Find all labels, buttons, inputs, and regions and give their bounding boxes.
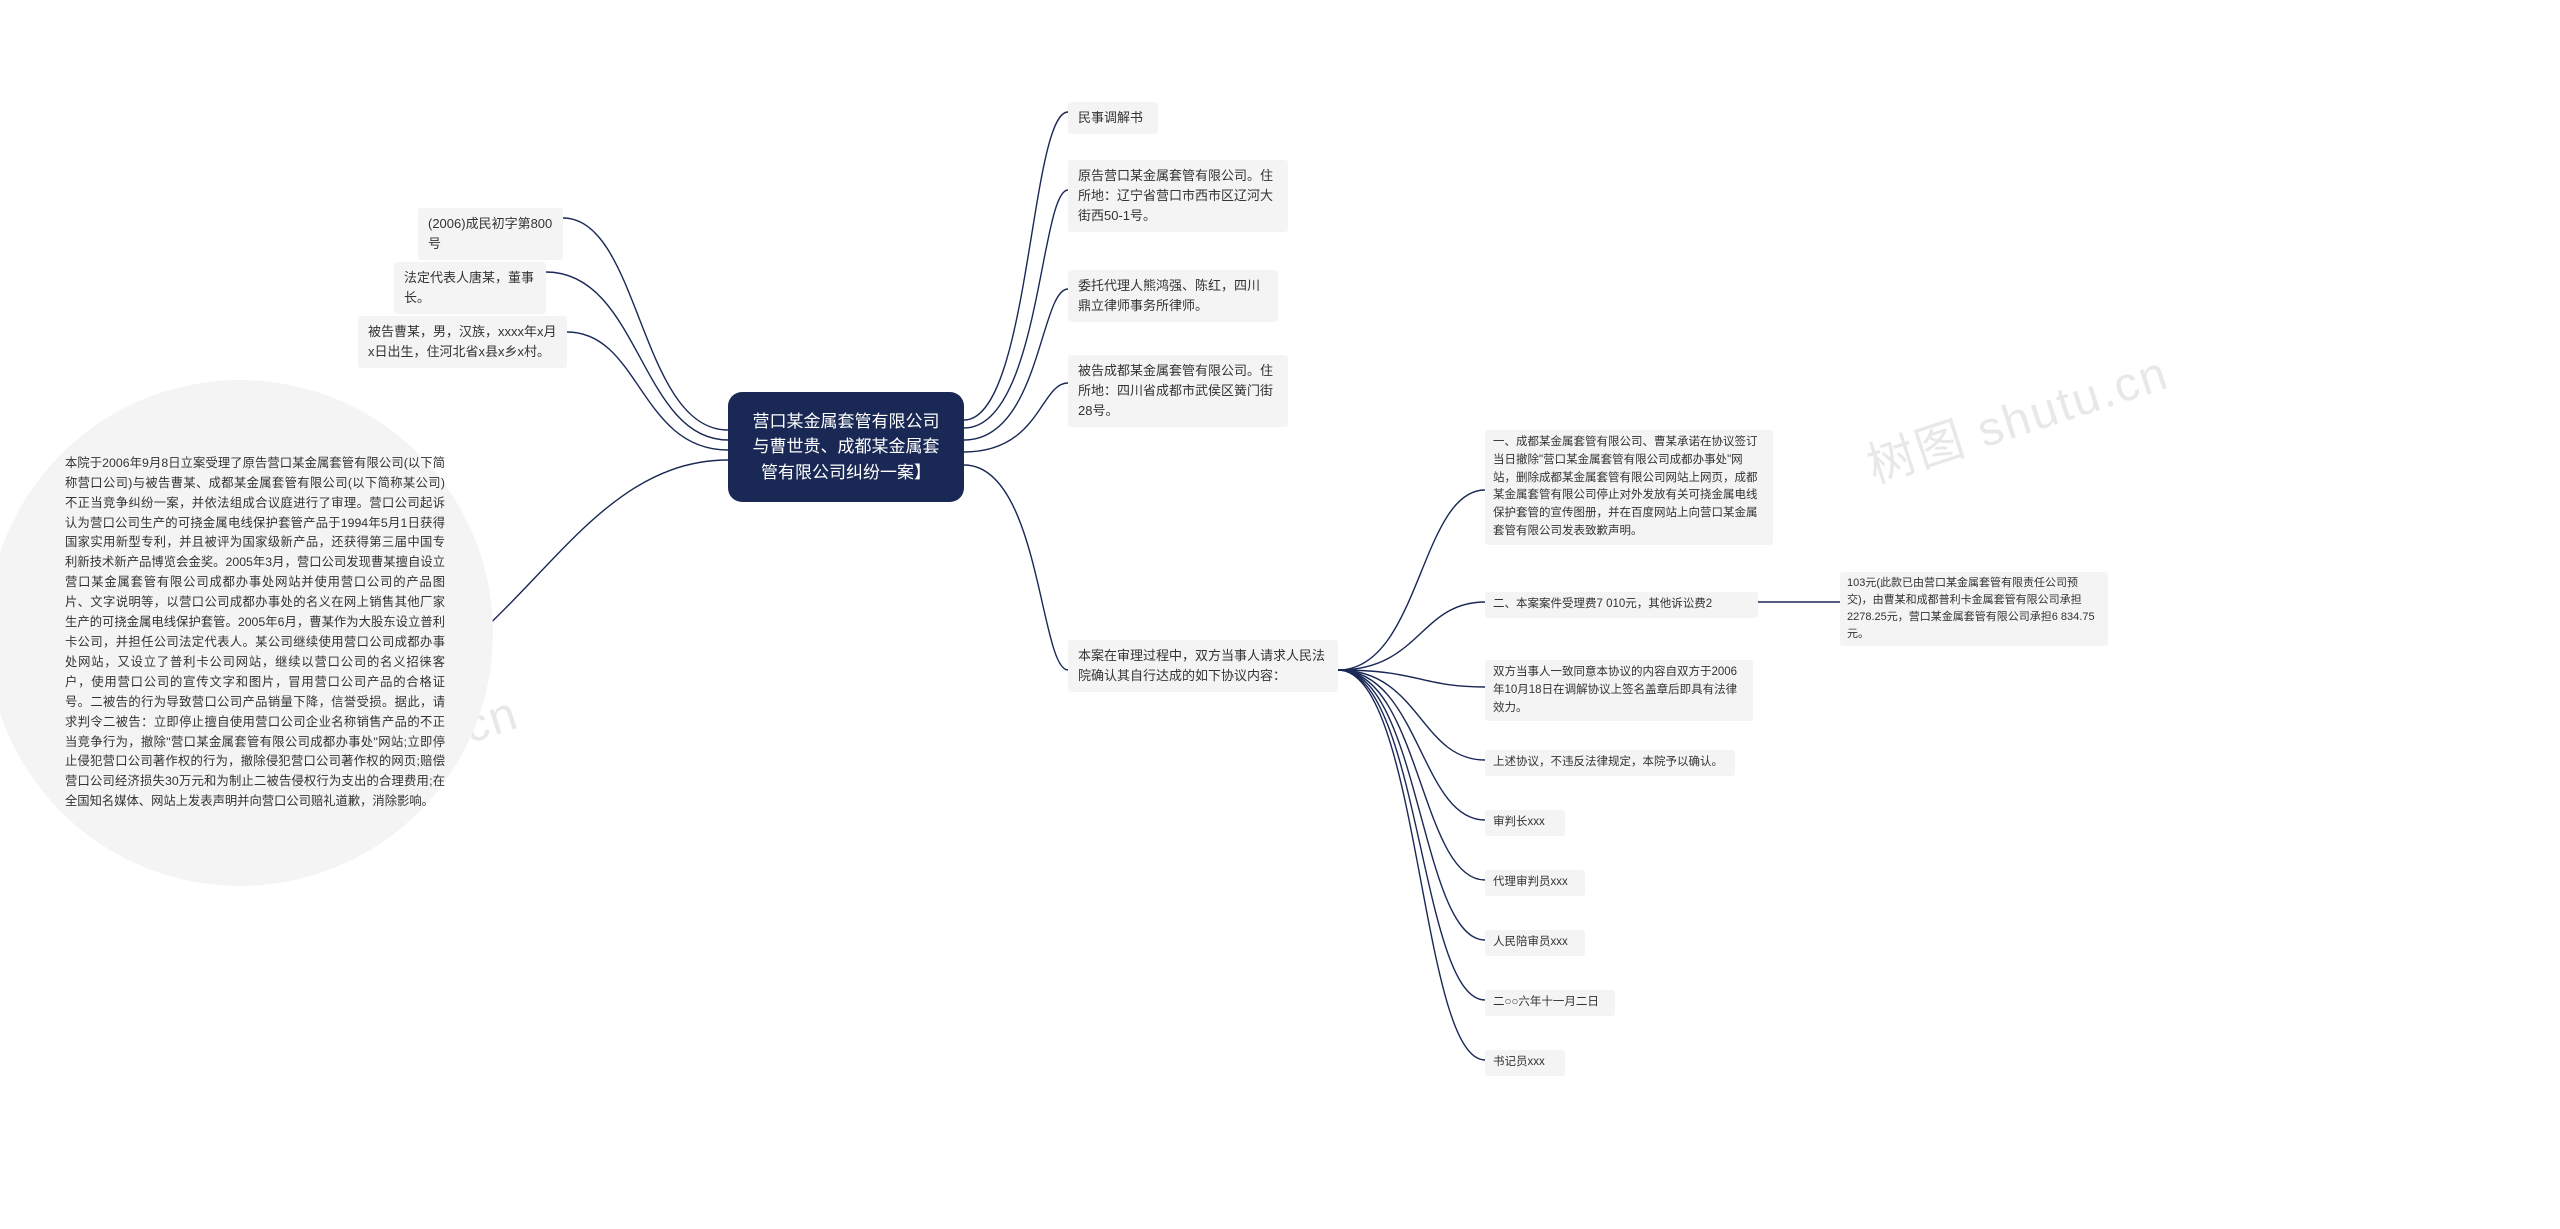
right-node-agents: 委托代理人熊鸿强、陈红，四川鼎立律师事务所律师。 [1068,270,1278,322]
sub-node-2: 二、本案案件受理费7 010元，其他诉讼费2 [1485,592,1758,618]
sub-node-6: 代理审判员xxx [1485,870,1585,896]
right-node-plaintiff: 原告营口某金属套管有限公司。住所地：辽宁省营口市西市区辽河大街西50-1号。 [1068,160,1288,232]
sub-node-3: 双方当事人一致同意本协议的内容自双方于2006年10月18日在调解协议上签名盖章… [1485,660,1753,721]
sub-node-4: 上述协议，不违反法律规定，本院予以确认。 [1485,750,1735,776]
left-node-legal-rep: 法定代表人唐某，董事长。 [394,262,546,314]
right-node-doc-type: 民事调解书 [1068,102,1158,134]
left-node-case-no: (2006)成民初字第800号 [418,208,563,260]
left-big-text: 本院于2006年9月8日立案受理了原告营口某金属套管有限公司(以下简称营口公司)… [65,454,445,812]
sub-node-1: 一、成都某金属套管有限公司、曹某承诺在协议签订当日撤除"营口某金属套管有限公司成… [1485,430,1773,545]
sub-node-9: 书记员xxx [1485,1050,1565,1076]
right-node-agreement-intro: 本案在审理过程中，双方当事人请求人民法院确认其自行达成的如下协议内容： [1068,640,1338,692]
left-big-circle: 本院于2006年9月8日立案受理了原告营口某金属套管有限公司(以下简称营口公司)… [0,380,493,886]
sub-node-2b: 103元(此款已由营口某金属套管有限责任公司预交)，由曹某和成都普利卡金属套管有… [1840,572,2108,646]
sub-node-8: 二○○六年十一月二日 [1485,990,1615,1016]
right-node-defendant-co: 被告成都某金属套管有限公司。住所地：四川省成都市武侯区簧门街28号。 [1068,355,1288,427]
watermark: 树图 shutu.cn [1857,333,2176,496]
sub-node-5: 审判长xxx [1485,810,1565,836]
center-node: 营口某金属套管有限公司与曹世贵、成都某金属套管有限公司纠纷一案】 [728,392,964,502]
left-node-defendant-cao: 被告曹某，男，汉族，xxxx年x月x日出生，住河北省x县x乡x村。 [358,316,567,368]
sub-node-7: 人民陪审员xxx [1485,930,1585,956]
